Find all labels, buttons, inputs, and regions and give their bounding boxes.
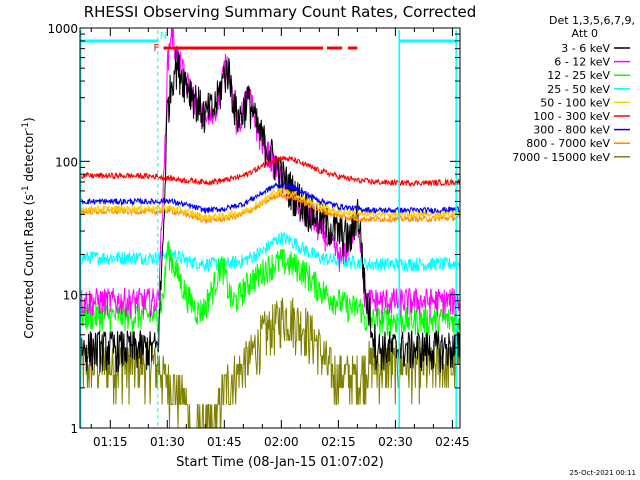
y-tick-label-2: 100 xyxy=(55,155,78,169)
legend-label-1: 6 - 12 keV xyxy=(554,56,610,69)
series-line-25-50-kev xyxy=(80,231,460,273)
legend-label-4: 50 - 100 keV xyxy=(540,96,610,109)
y-tick-label-1: 10 xyxy=(63,289,78,303)
series-line-50-100-kev xyxy=(80,187,460,222)
generation-timestamp: 25-Oct-2021 00:11 xyxy=(570,469,636,477)
series-line-12-25-kev xyxy=(80,240,460,337)
annotation-layer: NF xyxy=(79,30,457,428)
x-tick-label-0: 01:15 xyxy=(93,435,128,449)
x-tick-label-2: 01:45 xyxy=(207,435,242,449)
x-axis-label: Start Time (08-Jan-15 01:07:02) xyxy=(176,455,384,470)
legend-label-2: 12 - 25 keV xyxy=(547,69,610,82)
legend-label-5: 100 - 300 keV xyxy=(533,110,610,123)
y-axis-label: Corrected Count Rate (s-1 detector-1) xyxy=(21,117,36,338)
plot-frame xyxy=(79,27,461,429)
x-tick-label-6: 02:45 xyxy=(435,435,470,449)
legend-label-8: 7000 - 15000 keV xyxy=(512,151,610,164)
legend-header-line1: Det 1,3,5,6,7,9, xyxy=(549,14,635,27)
chart-title: RHESSI Observing Summary Count Rates, Co… xyxy=(84,3,477,21)
x-tick-label-1: 01:30 xyxy=(150,435,185,449)
flare-label: F xyxy=(154,43,160,54)
legend-label-7: 800 - 7000 keV xyxy=(526,137,610,150)
series-layer xyxy=(80,28,460,428)
x-tick-label-4: 02:15 xyxy=(321,435,356,449)
axis-layer: 01:15 01:30 01:45 02:00 02:15 02:30 02:45 1 10 10… xyxy=(47,22,469,449)
legend-label-0: 3 - 6 keV xyxy=(561,42,610,55)
series-line-6-12-kev xyxy=(80,28,460,318)
y-tick-label-3: 1000 xyxy=(47,22,78,36)
legend-label-6: 300 - 800 keV xyxy=(533,124,610,137)
series-line-100-300-kev xyxy=(80,155,460,188)
y-tick-label-0: 1 xyxy=(70,422,78,436)
legend-header-line2: Att 0 xyxy=(572,27,598,40)
x-tick-label-5: 02:30 xyxy=(378,435,413,449)
series-line-800-7000-kev xyxy=(80,192,460,225)
series-line-300-800-kev xyxy=(80,181,460,215)
x-tick-label-3: 02:00 xyxy=(264,435,299,449)
night-label: N xyxy=(160,31,167,42)
legend-label-3: 25 - 50 keV xyxy=(547,83,610,96)
